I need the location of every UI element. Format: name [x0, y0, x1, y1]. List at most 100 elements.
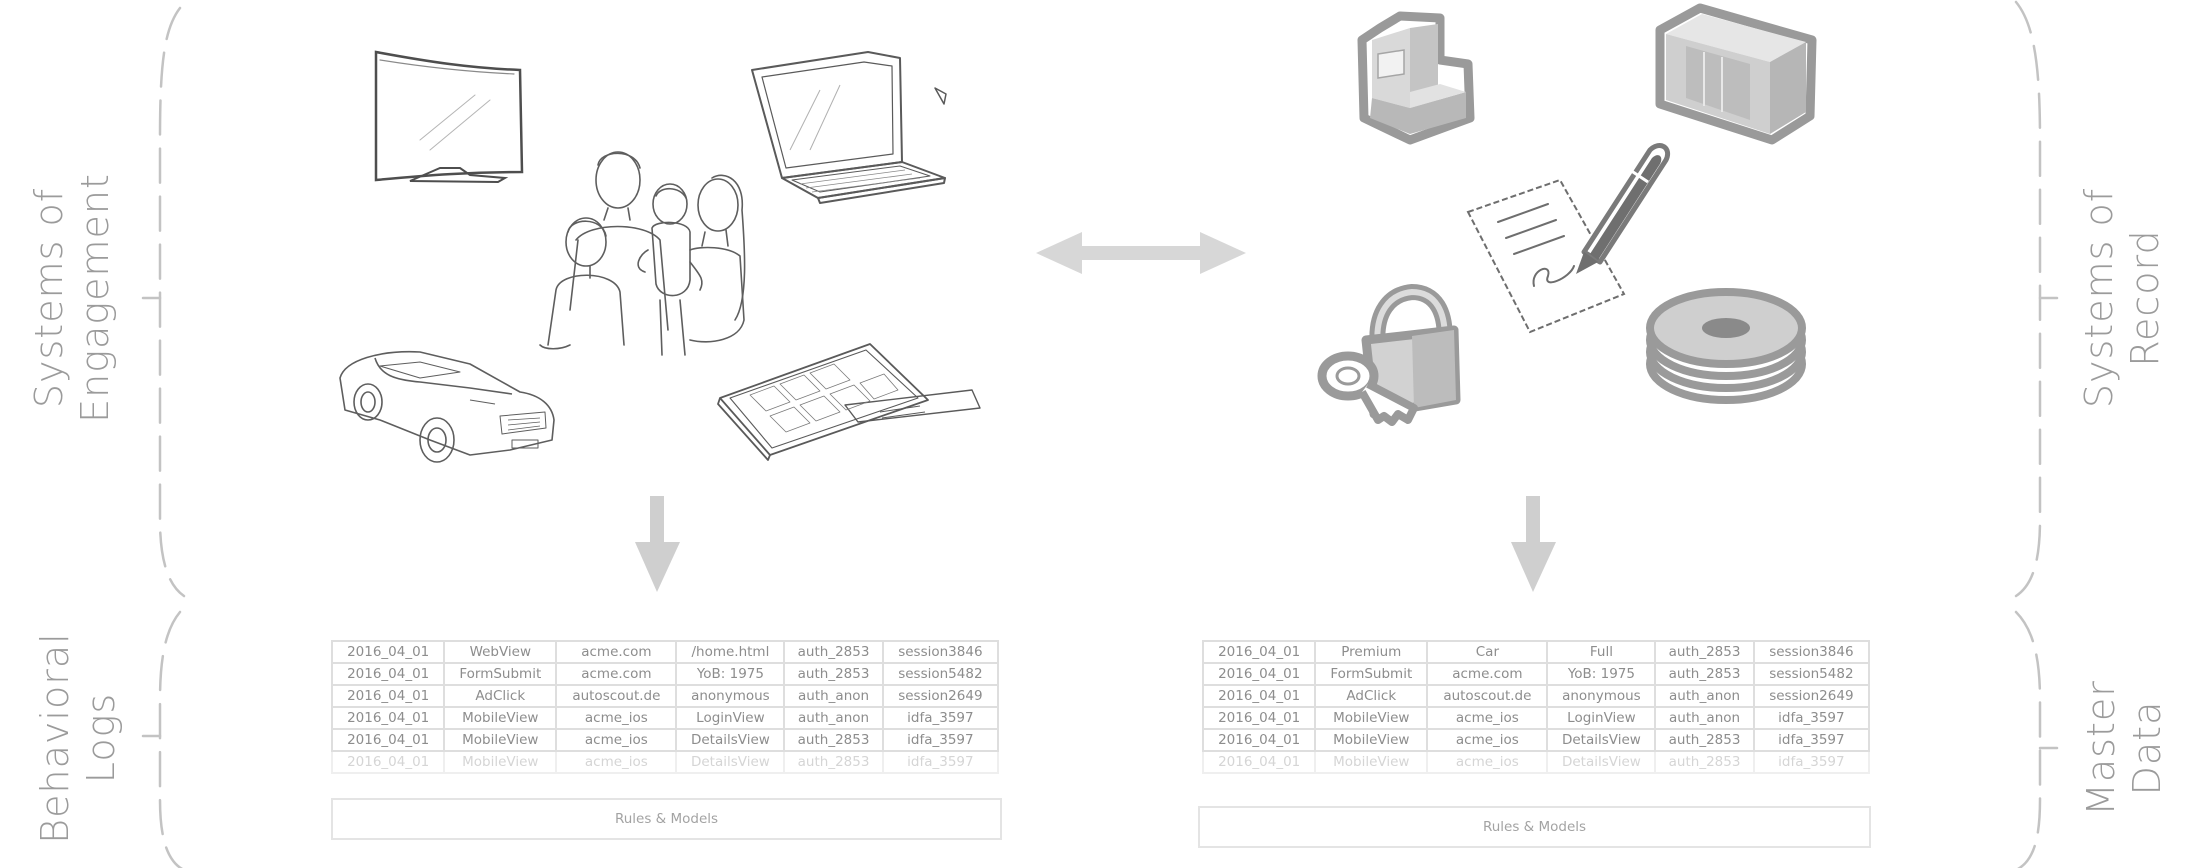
table-cell: WebView	[443, 640, 558, 664]
label-line: Behavioral	[33, 632, 77, 844]
label-line: Master	[2079, 680, 2123, 816]
table-cell: MobileView	[443, 706, 558, 730]
table-cell: idfa_3597	[1752, 750, 1871, 774]
family-sketch	[539, 151, 746, 356]
table-cell: YoB: 1975	[675, 662, 786, 686]
table-cell: Car	[1426, 640, 1549, 664]
table-cell: anonymous	[675, 684, 786, 708]
table-cell: AdClick	[1314, 684, 1429, 708]
label-line: Systems of	[2077, 187, 2121, 409]
table-cell: session5482	[881, 662, 1000, 686]
master-bracket	[2014, 610, 2042, 868]
table-cell: anonymous	[1546, 684, 1657, 708]
table-cell: acme_ios	[1426, 706, 1549, 730]
rules-models-label: Rules & Models	[614, 811, 719, 827]
table-cell: acme.com	[555, 662, 678, 686]
table-row: 2016_04_01 FormSubmit acme.com YoB: 1975 aut…	[1201, 662, 1871, 686]
rules-models-box-master: Rules & Models	[1198, 806, 1871, 848]
double-arrow-icon	[1036, 232, 1246, 274]
table-row: 2016_04_01 MobileView acme_ios LoginView aut…	[1201, 706, 1871, 730]
table-cell: 2016_04_01	[1201, 640, 1317, 664]
table-cell: acme_ios	[555, 706, 678, 730]
table-cell: idfa_3597	[1752, 728, 1871, 752]
label-line: Engagement	[73, 173, 117, 423]
table-cell: /home.html	[675, 640, 786, 664]
table-cell: acme_ios	[555, 728, 678, 752]
server-cabinet-icon	[1655, 3, 1817, 145]
table-cell: session5482	[1752, 662, 1871, 686]
table-cell: Premium	[1314, 640, 1429, 664]
table-cell: acme_ios	[1426, 728, 1549, 752]
contract-pen-icon	[1466, 143, 1670, 334]
table-cell: acme_ios	[1426, 750, 1549, 774]
table-cell: AdClick	[443, 684, 558, 708]
table-cell: idfa_3597	[881, 706, 1000, 730]
table-cell: 2016_04_01	[1201, 750, 1317, 774]
table-cell: LoginView	[1546, 706, 1657, 730]
record-bracket	[2014, 0, 2042, 598]
table-cell: DetailsView	[1546, 750, 1657, 774]
table-cell: 2016_04_01	[330, 662, 446, 686]
table-cell: DetailsView	[675, 728, 786, 752]
arrow-down-right-icon	[1511, 496, 1556, 592]
table-cell: idfa_3597	[1752, 706, 1871, 730]
table-cell: LoginView	[675, 706, 786, 730]
table-cell: acme.com	[1426, 662, 1549, 686]
table-cell: 2016_04_01	[330, 640, 446, 664]
table-cell: 2016_04_01	[1201, 706, 1317, 730]
label-line: Data	[2125, 700, 2169, 796]
table-row: 2016_04_01 MobileView acme_ios DetailsView a…	[330, 728, 1000, 752]
table-cell: 2016_04_01	[330, 728, 446, 752]
table-cell: MobileView	[443, 750, 558, 774]
label-line: Logs	[79, 692, 123, 784]
table-row: 2016_04_01 AdClick autoscout.de anonymous au…	[330, 684, 1000, 708]
table-cell: 2016_04_01	[1201, 662, 1317, 686]
table-cell: auth_2853	[1654, 640, 1755, 664]
table-cell: auth_2853	[1654, 728, 1755, 752]
table-cell: YoB: 1975	[1546, 662, 1657, 686]
master-data-table: 2016_04_01 Premium Car Full auth_2853 session…	[1201, 640, 1871, 774]
table-cell: session2649	[881, 684, 1000, 708]
engagement-bracket	[158, 6, 186, 598]
table-cell: autoscout.de	[555, 684, 678, 708]
table-cell: session3846	[881, 640, 1000, 664]
table-cell: 2016_04_01	[330, 750, 446, 774]
table-cell: DetailsView	[1546, 728, 1657, 752]
table-cell: 2016_04_01	[1201, 684, 1317, 708]
table-cell: auth_2853	[783, 728, 884, 752]
table-cell: FormSubmit	[1314, 662, 1429, 686]
table-row: 2016_04_01 FormSubmit acme.com YoB: 1975 aut…	[330, 662, 1000, 686]
table-cell: acme_ios	[555, 750, 678, 774]
label-line: Record	[2123, 229, 2167, 367]
table-row: 2016_04_01 MobileView acme_ios LoginView aut…	[330, 706, 1000, 730]
logs-bracket	[158, 610, 184, 868]
table-cell: session2649	[1752, 684, 1871, 708]
table-cell: idfa_3597	[881, 728, 1000, 752]
tablet-icon	[717, 343, 981, 461]
rules-models-label: Rules & Models	[1482, 819, 1587, 835]
table-row: 2016_04_01 MobileView acme_ios DetailsView a…	[1201, 728, 1871, 752]
curved-tv-icon	[374, 50, 524, 184]
table-cell: auth_anon	[1654, 684, 1755, 708]
table-cell: 2016_04_01	[1201, 728, 1317, 752]
table-row: 2016_04_01 MobileView acme_ios DetailsView a…	[1201, 750, 1871, 774]
table-cell: auth_anon	[783, 706, 884, 730]
table-row: 2016_04_01 AdClick autoscout.de anonymous au…	[1201, 684, 1871, 708]
table-cell: auth_2853	[783, 750, 884, 774]
table-cell: Full	[1546, 640, 1657, 664]
label-behavioral-logs: Behavioral Logs	[32, 632, 124, 843]
arrow-down-left-icon	[635, 496, 680, 592]
table-cell: acme.com	[555, 640, 678, 664]
car-icon	[339, 350, 555, 463]
laptop-icon	[751, 51, 947, 204]
table-cell: auth_anon	[1654, 706, 1755, 730]
table-cell: auth_2853	[783, 662, 884, 686]
table-cell: auth_anon	[783, 684, 884, 708]
lock-key-icon	[1317, 283, 1461, 426]
label-master-data: Master Data	[2078, 680, 2170, 816]
table-cell: auth_2853	[1654, 662, 1755, 686]
rules-models-box-logs: Rules & Models	[331, 798, 1002, 840]
label-systems-of-engagement: Systems of Engagement	[26, 173, 118, 423]
